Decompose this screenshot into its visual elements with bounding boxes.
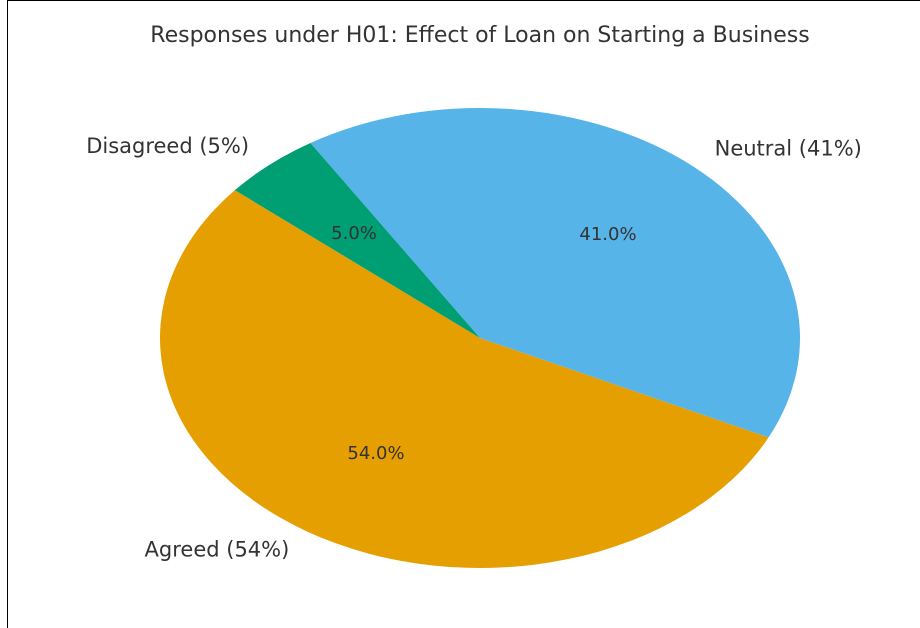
frame [7,0,920,628]
slice-value-label: 41.0% [579,224,636,245]
pie-slice [234,142,480,338]
slice-category-label: Neutral (41%) [715,136,862,160]
slice-category-label: Disagreed (5%) [86,134,249,158]
chart-title: Responses under H01: Effect of Loan on S… [150,23,809,48]
slice-value-label: 5.0% [331,223,377,244]
slice-category-label: Agreed (54%) [145,538,290,562]
pie-slice [310,108,800,438]
slice-value-label: 54.0% [347,443,404,464]
pie-slice [160,190,769,568]
